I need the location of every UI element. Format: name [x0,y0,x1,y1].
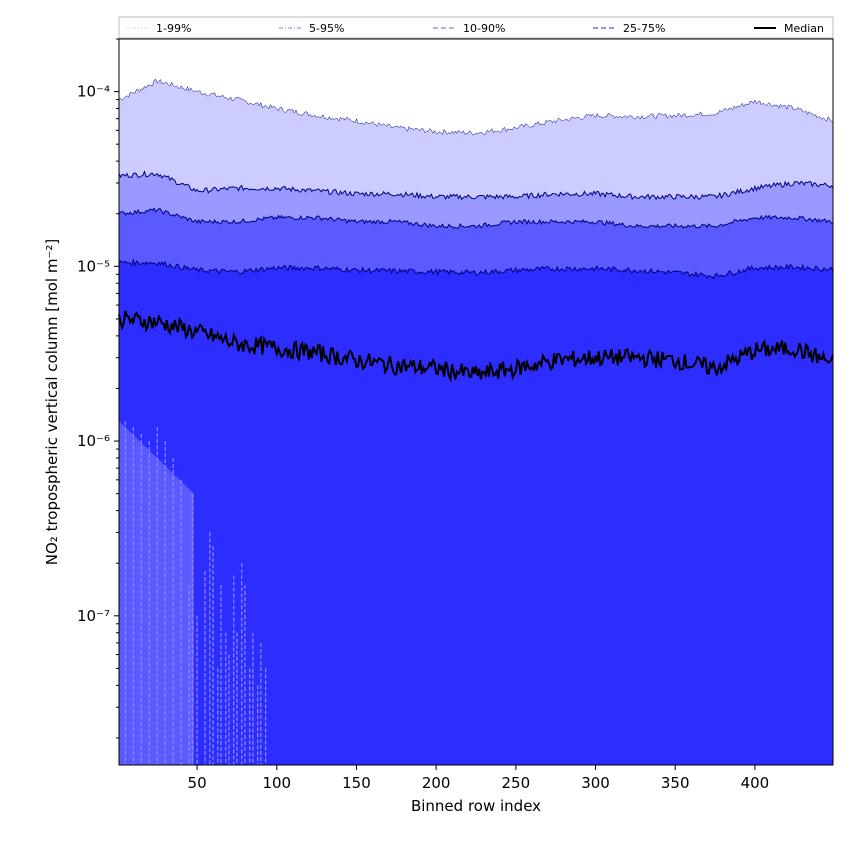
plot-area-fills [119,79,833,766]
x-axis-label: Binned row index [411,797,541,815]
legend-box [118,16,834,39]
legend-entry: 1-99% [126,22,191,35]
x-axis: 50 100 150 200 250 300 350 400 [188,765,770,792]
x-tick-label: 50 [188,774,207,792]
legend-label: 25-75% [623,22,665,35]
y-tick-label: 10⁻⁵ [77,257,110,275]
band-edge-5-95% [118,170,834,201]
x-tick-label: 100 [262,774,291,792]
lower-dashed-lines [124,421,267,765]
median-line [118,310,834,383]
band-edge-lines [118,78,834,280]
y-tick-label: 10⁻⁶ [77,432,110,450]
y-tick-label: 10⁻⁷ [77,607,110,625]
x-tick-label: 200 [422,774,451,792]
median-series [118,310,834,383]
x-tick-label: 150 [342,774,371,792]
band-edge-25-75% [118,258,834,280]
band-edge-1-99% [118,78,834,136]
x-tick-label: 300 [581,774,610,792]
legend-entry: 5-95% [279,22,344,35]
lower-band-region [119,421,194,765]
legend-label: 1-99% [156,22,191,35]
y-axis-label: NO₂ tropospheric vertical column [mol m⁻… [43,239,61,565]
legend-label: Median [784,22,824,35]
x-tick-label: 250 [502,774,531,792]
legend-entry: 25-75% [593,22,665,35]
band-fill-25-75% [119,260,833,765]
y-axis: 10⁻⁷ 10⁻⁶ 10⁻⁵ 10⁻⁴ [77,38,119,739]
y-tick-label: 10⁻⁴ [77,83,110,101]
plot-frame [118,38,834,766]
legend: 1-99% 5-95% 10-90% 25-75% Median [118,16,834,39]
band-edge-10-90% [118,207,833,229]
legend-entry: Median [754,22,824,35]
legend-entry: 10-90% [433,22,505,35]
legend-label: 5-95% [309,22,344,35]
x-tick-label: 350 [661,774,690,792]
legend-label: 10-90% [463,22,505,35]
x-tick-label: 400 [741,774,770,792]
